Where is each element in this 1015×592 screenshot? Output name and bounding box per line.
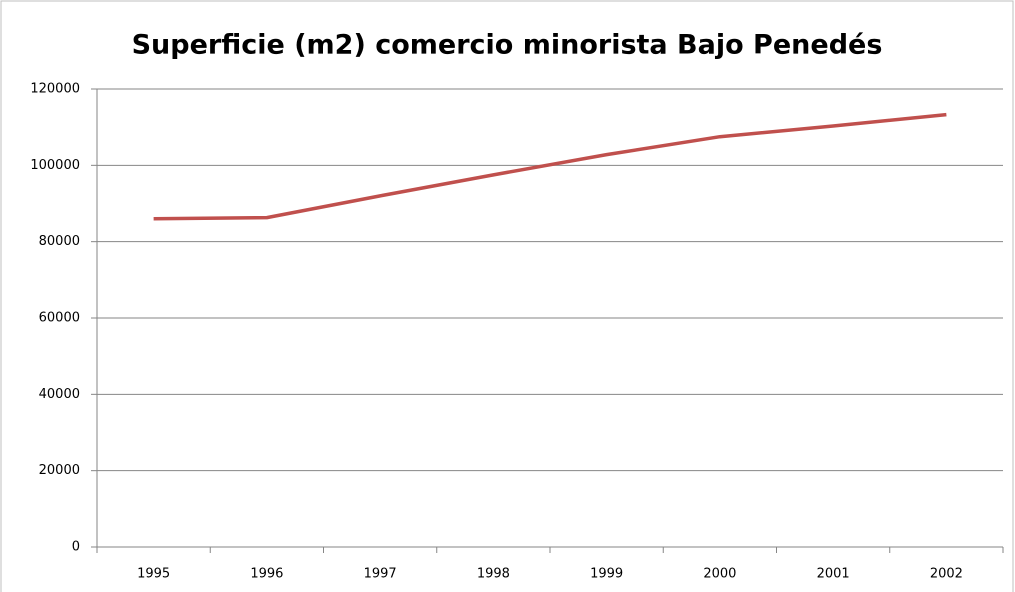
y-tick-label: 60000 <box>39 311 80 326</box>
y-tick-label: 0 <box>72 540 80 555</box>
x-tick-label: 2000 <box>703 567 736 582</box>
chart-title: Superficie (m2) comercio minorista Bajo … <box>132 30 883 61</box>
x-tick-label: 2002 <box>930 567 963 582</box>
y-tick-label: 20000 <box>39 463 80 478</box>
data-line <box>153 112 947 221</box>
y-tick-label: 100000 <box>30 158 80 173</box>
x-tick-label: 2001 <box>817 567 850 582</box>
x-tick-label: 1998 <box>477 567 510 582</box>
y-tick-label: 80000 <box>39 234 80 249</box>
y-tick-label: 120000 <box>30 82 80 97</box>
x-tick-label: 1996 <box>250 567 283 582</box>
x-tick-label: 1997 <box>364 567 397 582</box>
x-tick-label: 1995 <box>137 567 170 582</box>
x-tick-label: 1999 <box>590 567 623 582</box>
y-tick-label: 40000 <box>39 387 80 402</box>
